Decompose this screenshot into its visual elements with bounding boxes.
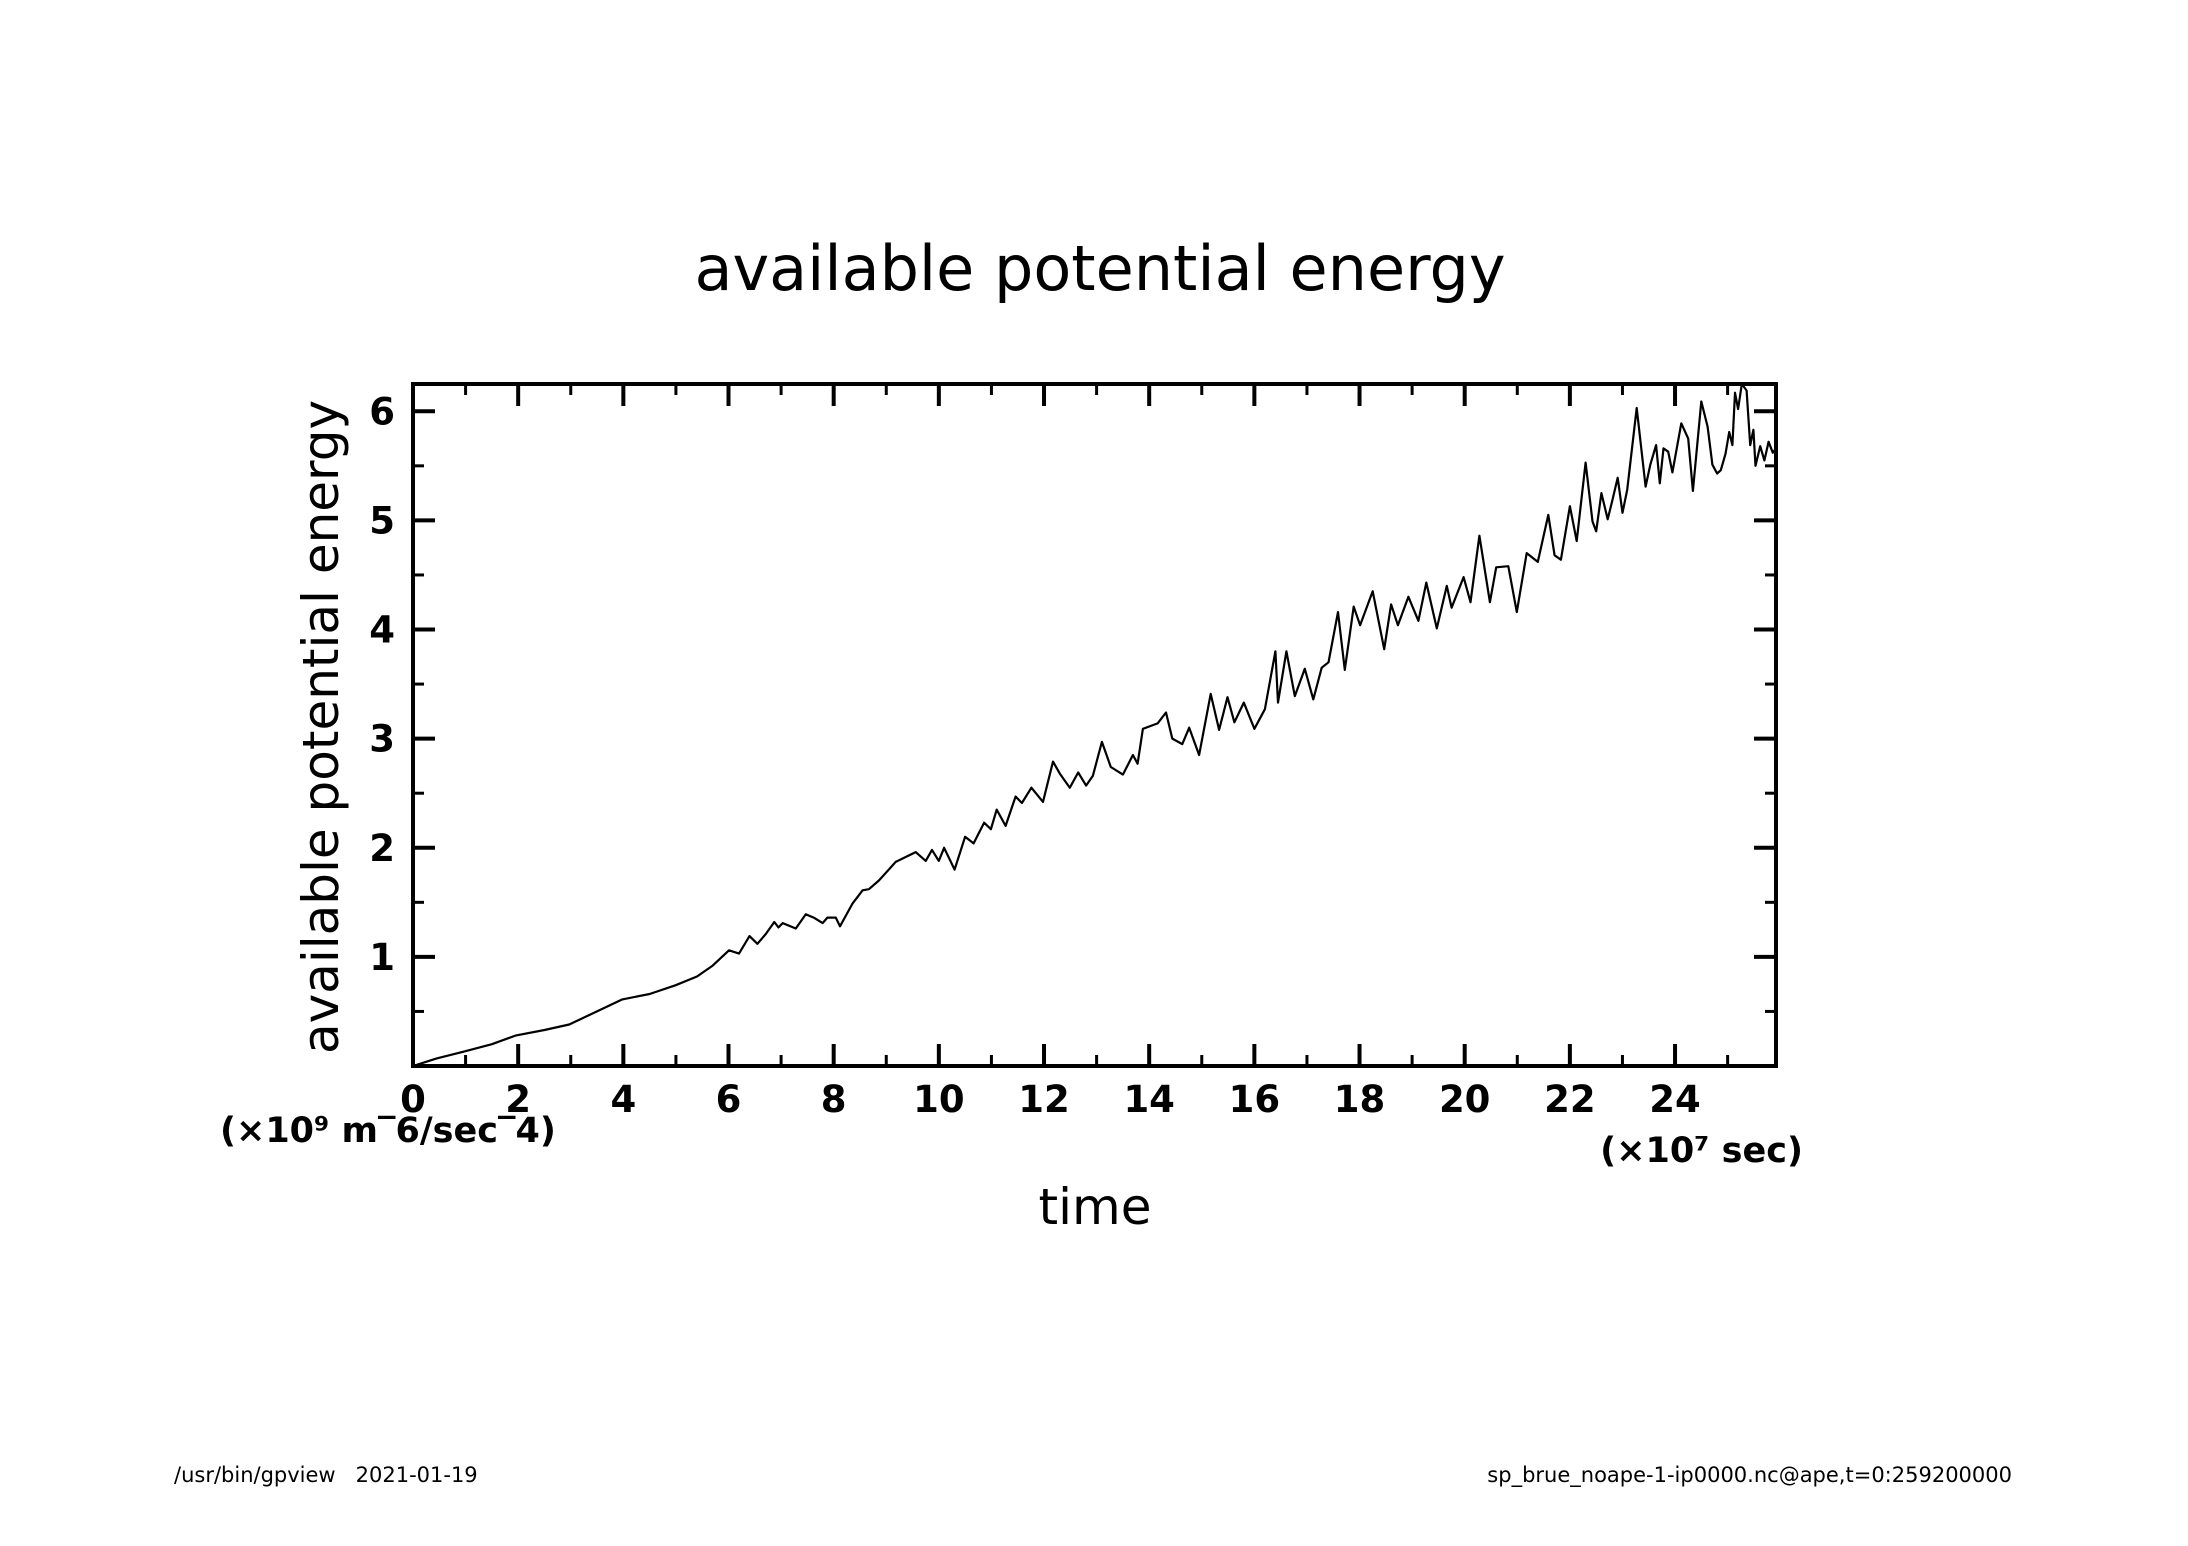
x-tick-label: 2 bbox=[505, 1078, 531, 1121]
x-tick-label: 0 bbox=[400, 1078, 426, 1121]
x-tick-label: 6 bbox=[716, 1078, 742, 1121]
y-axis-title: available potential energy bbox=[292, 400, 350, 1054]
x-tick-label: 14 bbox=[1123, 1078, 1175, 1121]
y-tick-label: 5 bbox=[369, 499, 395, 542]
y-tick-label: 1 bbox=[369, 936, 395, 979]
y-unit-label: (×10⁹ m‾6/sec‾4) bbox=[220, 1111, 556, 1151]
x-tick-label: 20 bbox=[1439, 1078, 1491, 1121]
y-tick-label: 6 bbox=[369, 390, 395, 433]
x-tick-label: 16 bbox=[1229, 1078, 1281, 1121]
footer-right: sp_brue_noape-1-ip0000.nc@ape,t=0:259200… bbox=[1487, 1463, 2012, 1488]
footer-left: /usr/bin/gpview 2021-01-19 bbox=[174, 1463, 478, 1487]
y-tick-label: 2 bbox=[369, 827, 395, 870]
x-tick-label: 24 bbox=[1649, 1078, 1701, 1121]
x-tick-label: 18 bbox=[1334, 1078, 1386, 1121]
x-tick-label: 8 bbox=[821, 1078, 847, 1121]
axis-ticks bbox=[411, 384, 1776, 1066]
x-tick-label: 4 bbox=[610, 1078, 636, 1121]
x-tick-label: 12 bbox=[1018, 1078, 1070, 1121]
x-tick-label: 10 bbox=[913, 1078, 965, 1121]
x-axis-title: time bbox=[1039, 1178, 1152, 1236]
y-tick-label: 4 bbox=[369, 609, 395, 652]
x-unit-label: (×10⁷ sec) bbox=[1600, 1131, 1803, 1171]
chart-title: available potential energy bbox=[694, 232, 1505, 305]
x-tick-label: 22 bbox=[1544, 1078, 1596, 1121]
plot-frame bbox=[411, 382, 1778, 1068]
series-line-available-potential-energy bbox=[412, 382, 1777, 1068]
y-tick-label: 3 bbox=[369, 718, 395, 761]
